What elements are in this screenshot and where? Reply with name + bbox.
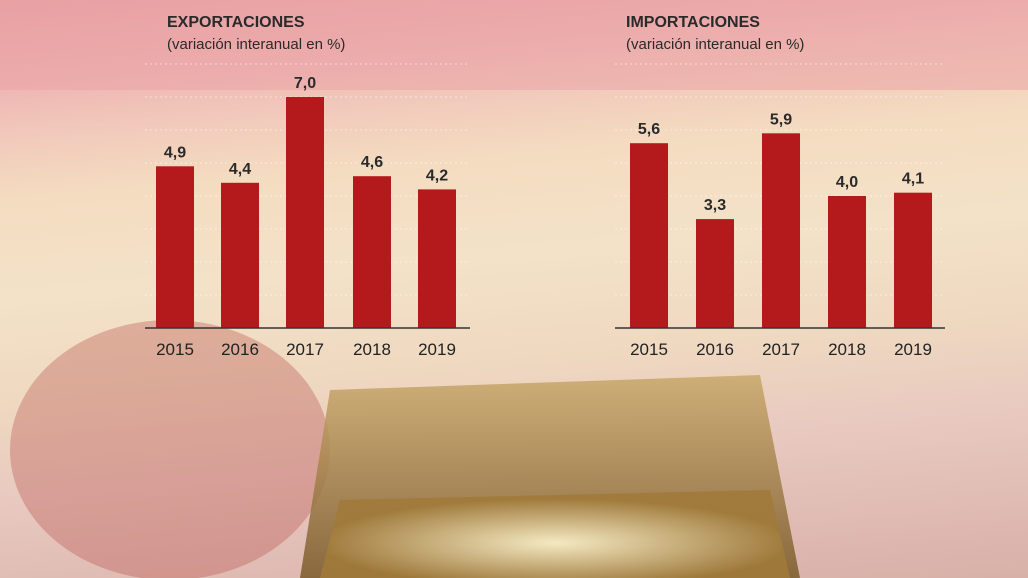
flag-red-stripe [0, 0, 1028, 90]
bar-2019 [894, 192, 932, 328]
bar-2018 [353, 176, 391, 328]
value-label: 5,9 [770, 111, 792, 128]
bar-2018 [828, 196, 866, 328]
bar-2017 [286, 97, 324, 328]
chart-title: EXPORTACIONES [167, 14, 305, 31]
x-tick-label: 2015 [630, 340, 668, 359]
bar-2015 [630, 143, 668, 328]
bar-2016 [221, 182, 259, 328]
x-tick-label: 2016 [221, 340, 259, 359]
x-tick-label: 2016 [696, 340, 734, 359]
chart-exportaciones: EXPORTACIONES (variación interanual en %)… [145, 14, 470, 359]
x-tick-label: 2018 [828, 340, 866, 359]
x-tick-label: 2015 [156, 340, 194, 359]
chart-subtitle: (variación interanual en %) [626, 36, 804, 53]
chart-importaciones: IMPORTACIONES (variación interanual en %)… [615, 14, 945, 359]
value-label: 7,0 [294, 75, 316, 92]
value-label: 5,6 [638, 121, 660, 138]
chart-subtitle: (variación interanual en %) [167, 36, 345, 53]
chart-title: IMPORTACIONES [626, 14, 760, 31]
x-tick-label: 2017 [286, 340, 324, 359]
value-label: 4,9 [164, 144, 186, 161]
value-label: 4,1 [902, 171, 924, 188]
bar-2017 [762, 133, 800, 328]
gold-bar-shine [320, 490, 790, 578]
coat-of-arms [10, 320, 330, 578]
bar-2016 [696, 219, 734, 328]
x-tick-label: 2019 [418, 340, 456, 359]
value-label: 3,3 [704, 197, 726, 214]
value-label: 4,4 [229, 161, 251, 178]
bar-2019 [418, 189, 456, 328]
x-tick-label: 2018 [353, 340, 391, 359]
x-tick-label: 2017 [762, 340, 800, 359]
value-label: 4,6 [361, 154, 383, 171]
bar-2015 [156, 166, 194, 328]
x-tick-label: 2019 [894, 340, 932, 359]
value-label: 4,0 [836, 174, 858, 191]
value-label: 4,2 [426, 167, 448, 184]
